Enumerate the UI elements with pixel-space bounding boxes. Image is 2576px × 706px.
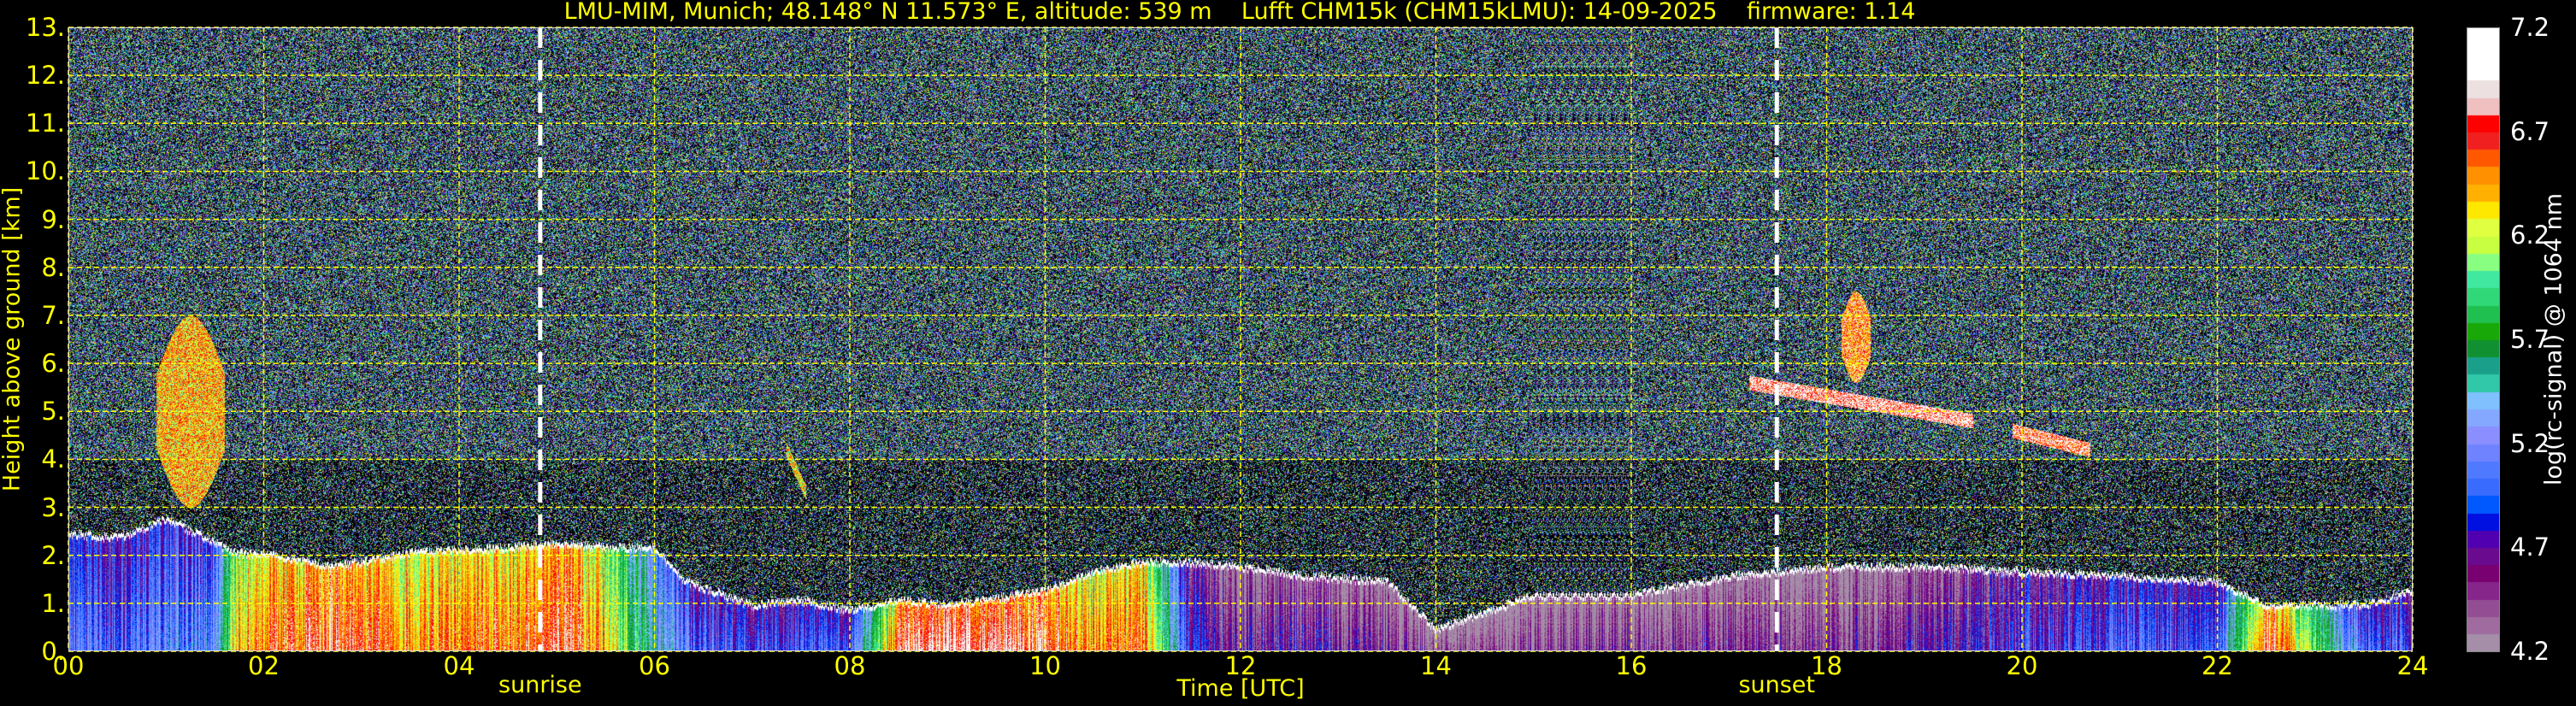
y-tick-label: 1. xyxy=(41,588,65,618)
x-tick-label: 22 xyxy=(2202,651,2233,680)
sunrise-label: sunrise xyxy=(498,672,582,698)
x-tick-label: 06 xyxy=(639,651,670,680)
colorbar-tick-label: 4.2 xyxy=(2510,637,2550,666)
x-tick-label: 18 xyxy=(1811,651,1842,680)
y-tick-label: 9. xyxy=(41,204,65,234)
y-tick-label: 5. xyxy=(41,397,65,427)
x-tick-label: 20 xyxy=(2006,651,2038,680)
colorbar-tick-label: 6.2 xyxy=(2510,221,2550,250)
y-tick-label: 12. xyxy=(25,61,65,91)
x-tick-label: 24 xyxy=(2396,651,2429,680)
x-tick-label: 12 xyxy=(1224,651,1257,680)
y-axis-label: Height above ground [km] xyxy=(0,186,26,492)
y-tick-label: 6. xyxy=(41,349,65,379)
y-tick-label: 8. xyxy=(41,252,65,282)
x-tick-label: 08 xyxy=(834,651,866,680)
x-axis-label: Time [UTC] xyxy=(1176,675,1305,702)
y-tick-label: 0. xyxy=(41,637,65,666)
colorbar-tick-label: 4.7 xyxy=(2510,532,2550,562)
y-tick-label: 2. xyxy=(41,540,65,570)
grid-overlay xyxy=(68,26,2414,652)
y-tick-label: 4. xyxy=(41,444,65,474)
colorbar-label: log(rc-signal) @ 1064 nm xyxy=(2540,192,2567,486)
colorbar-tick-label: 5.2 xyxy=(2510,428,2550,458)
colorbar xyxy=(2467,27,2500,652)
x-tick-label: 00 xyxy=(52,651,85,680)
chart-title: LMU-MIM, Munich; 48.148° N 11.573° E, al… xyxy=(563,0,1916,25)
x-tick-label: 16 xyxy=(1615,651,1648,680)
y-tick-label: 11. xyxy=(25,109,65,138)
x-tick-label: 02 xyxy=(248,651,280,680)
y-tick-label: 3. xyxy=(41,492,65,522)
x-tick-label: 04 xyxy=(443,651,475,680)
plot-area xyxy=(68,26,2414,652)
y-tick-label: 10. xyxy=(25,156,65,186)
plot-frame xyxy=(68,27,2413,651)
colorbar-tick-label: 5.7 xyxy=(2510,325,2550,354)
y-tick-label: 13. xyxy=(25,13,65,42)
colorbar-tick-label: 7.2 xyxy=(2510,13,2550,42)
x-tick-label: 10 xyxy=(1029,651,1061,680)
colorbar-tick-label: 6.7 xyxy=(2510,116,2550,146)
sunset-label: sunset xyxy=(1738,672,1815,698)
y-tick-label: 7. xyxy=(41,300,65,330)
x-tick-label: 14 xyxy=(1420,651,1452,680)
